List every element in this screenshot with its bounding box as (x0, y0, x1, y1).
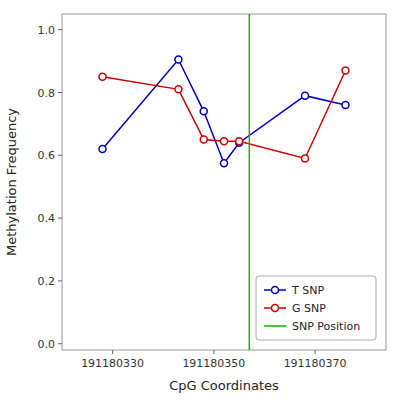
vertical-line (249, 14, 251, 350)
x-tick-label: 191180370 (284, 357, 347, 370)
x-tick (315, 350, 316, 354)
point (175, 56, 182, 63)
point (221, 160, 228, 167)
plot-frame (62, 14, 386, 350)
point (221, 138, 228, 145)
legend-marker (272, 305, 279, 312)
y-tick (58, 343, 62, 344)
y-axis-label: Methylation Frequency (4, 108, 19, 256)
point (99, 73, 106, 80)
y-tick (58, 155, 62, 156)
point (236, 138, 243, 145)
point (302, 155, 309, 162)
point (342, 67, 349, 74)
x-tick-label: 191180330 (81, 357, 144, 370)
y-tick-label: 0.2 (38, 275, 56, 288)
y-tick-label: 0.6 (38, 149, 56, 162)
x-axis-label: CpG Coordinates (169, 378, 279, 393)
x-tick (112, 350, 113, 354)
y-tick (58, 29, 62, 30)
legend-box (256, 276, 376, 340)
legend-marker (272, 287, 279, 294)
y-tick-label: 0.4 (38, 212, 56, 225)
chart: 191180330 191180350 191180370 0.0 0.2 0.4 0.6 0… (0, 0, 400, 400)
legend: T SNP G SNP SNP Position (256, 276, 376, 340)
legend-label: SNP Position (292, 320, 360, 333)
legend-label: G SNP (292, 302, 326, 315)
point (175, 86, 182, 93)
y-tick (58, 280, 62, 281)
point (200, 108, 207, 115)
series-line (103, 71, 346, 159)
y-tick (58, 92, 62, 93)
y-tick-label: 0.8 (38, 87, 56, 100)
y-tick-label: 1.0 (38, 24, 56, 37)
point (99, 146, 106, 153)
x-tick (213, 350, 214, 354)
point (302, 92, 309, 99)
y-tick (58, 218, 62, 219)
x-tick-label: 191180350 (182, 357, 245, 370)
y-tick-label: 0.0 (38, 338, 56, 351)
point (200, 136, 207, 143)
series-line (103, 60, 346, 164)
point (342, 102, 349, 109)
legend-label: T SNP (291, 284, 324, 297)
legend-swatch (264, 325, 286, 327)
